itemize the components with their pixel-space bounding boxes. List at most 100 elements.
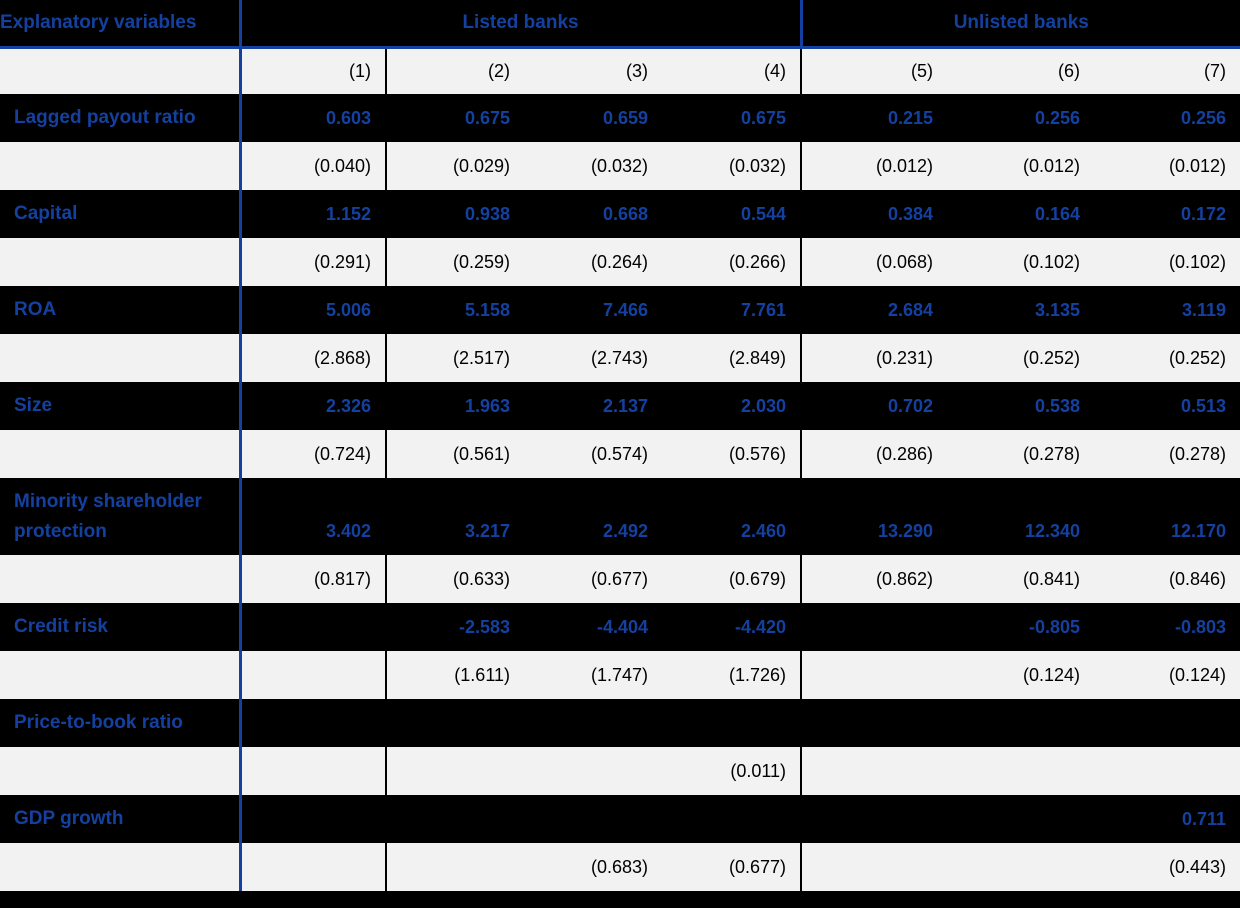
corner-cell	[0, 47, 242, 94]
variable-row: GDP growth 0.711	[0, 795, 1240, 843]
stderr-cell: (0.259)	[452, 251, 510, 272]
stderr-label-cell	[0, 142, 242, 190]
coefficient-cell: 13.290	[877, 521, 934, 541]
stderr-cell: (0.574)	[590, 443, 648, 464]
coefficient-cell: 0.172	[1181, 203, 1227, 224]
coefficient-cell: 0.256	[1034, 107, 1081, 128]
stderr-row: (0.683) (0.677) (0.443)	[0, 843, 1240, 891]
stderr-cell: (0.679)	[662, 555, 803, 603]
column-number: (4)	[662, 47, 803, 94]
coefficient-cell: 2.030	[662, 382, 803, 430]
coefficient-cell	[801, 699, 947, 747]
group-header-row: Explanatory variables Listed banks Unlis…	[0, 0, 1240, 49]
stderr-cell: (0.278)	[1169, 443, 1227, 464]
stderr-cell: (0.561)	[452, 443, 510, 464]
stderr-cell	[240, 747, 387, 795]
stderr-row: (2.868) (2.517) (2.743) (2.849) (0.231) (0.25…	[0, 334, 1240, 382]
stderr-row: (0.291) (0.259) (0.264) (0.266) (0.068) (0.10…	[0, 238, 1240, 286]
coefficient-cell: -0.803	[1175, 616, 1227, 637]
coefficient-cell: 7.761	[662, 286, 803, 334]
stderr-cell	[240, 651, 387, 699]
coefficient-cell: 12.340	[1024, 521, 1081, 541]
stderr-cell: (0.252)	[1169, 347, 1227, 368]
coefficient-cell: 0.668	[602, 203, 648, 224]
stderr-cell: (0.040)	[240, 142, 387, 190]
coefficient-cell: -4.420	[662, 603, 803, 651]
stderr-label-cell	[0, 430, 242, 478]
variable-label: Credit risk	[0, 603, 242, 651]
stderr-cell: (0.012)	[875, 155, 934, 176]
variable-row: Minority shareholder protection 3.402 3.21…	[0, 478, 1240, 555]
stderr-cell: (0.102)	[1022, 251, 1081, 272]
stderr-cell: (0.841)	[1022, 568, 1081, 589]
coefficient-cell	[662, 699, 803, 747]
coefficient-cell: -2.583	[458, 616, 510, 637]
coefficient-cell: 5.006	[240, 286, 387, 334]
column-number: (6)	[1058, 60, 1081, 81]
coefficient-cell	[801, 603, 947, 651]
stderr-cell: (0.443)	[1169, 856, 1227, 877]
stderr-row: (0.040) (0.029) (0.032) (0.032) (0.012) (0.01…	[0, 142, 1240, 190]
stderr-label-cell	[0, 238, 242, 286]
stderr-cell: (0.724)	[240, 430, 387, 478]
stderr-cell: (0.862)	[875, 568, 934, 589]
coefficient-cell: 0.938	[464, 203, 510, 224]
coefficient-cell	[386, 699, 524, 747]
stderr-cell: (1.611)	[454, 664, 510, 685]
coefficient-cell	[386, 795, 524, 843]
stderr-label-cell	[0, 334, 242, 382]
coefficient-cell	[524, 795, 662, 843]
variable-row: ROA 5.006 5.158 7.466 7.761 2.684 3.135 3.119	[0, 286, 1240, 334]
stderr-cell: (0.231)	[875, 347, 934, 368]
stderr-cell: (2.849)	[662, 334, 803, 382]
stderr-cell: (0.677)	[662, 843, 803, 891]
explanatory-variables-header: Explanatory variables	[0, 0, 242, 49]
coefficient-cell: 5.158	[464, 299, 510, 320]
coefficient-cell: 0.675	[662, 94, 803, 142]
coefficient-cell: 0.215	[887, 107, 934, 128]
coefficient-cell: 1.152	[240, 190, 387, 238]
coefficient-cell: -4.404	[596, 616, 648, 637]
coefficient-cell: 2.684	[887, 299, 934, 320]
stderr-cell: (0.252)	[1022, 347, 1081, 368]
coefficient-cell: 2.326	[240, 382, 387, 430]
stderr-cell: (2.517)	[452, 347, 510, 368]
coefficient-cell	[240, 795, 387, 843]
stderr-cell	[947, 747, 1094, 795]
stderr-cell: (0.291)	[240, 238, 387, 286]
coefficient-cell: 0.164	[1034, 203, 1081, 224]
variable-label: ROA	[0, 286, 242, 334]
coefficient-cell: 1.963	[464, 395, 510, 416]
stderr-cell	[524, 747, 662, 795]
stderr-cell: (0.124)	[1022, 664, 1081, 685]
stderr-cell: (0.032)	[662, 142, 803, 190]
coefficient-cell: -0.805	[1028, 616, 1081, 637]
stderr-cell	[240, 843, 387, 891]
coefficient-cell	[947, 699, 1094, 747]
stderr-cell: (0.576)	[662, 430, 803, 478]
coefficient-cell	[801, 795, 947, 843]
stderr-cell: (1.747)	[590, 664, 648, 685]
stderr-label-cell	[0, 651, 242, 699]
column-number: (1)	[240, 47, 387, 94]
coefficient-cell: 0.384	[887, 203, 934, 224]
listed-banks-header: Listed banks	[240, 0, 803, 49]
stderr-row: (0.724) (0.561) (0.574) (0.576) (0.286) (0.27…	[0, 430, 1240, 478]
stderr-cell: (0.012)	[1022, 155, 1081, 176]
stderr-cell: (0.102)	[1169, 251, 1227, 272]
coefficient-cell: 3.402	[240, 478, 387, 555]
variable-label: Minority shareholder protection	[0, 478, 242, 555]
variable-label: Price-to-book ratio	[0, 699, 242, 747]
coefficient-cell: 3.217	[464, 521, 510, 541]
stderr-cell	[386, 843, 524, 891]
coefficient-cell	[240, 699, 387, 747]
coefficient-cell	[947, 795, 1094, 843]
column-number: (3)	[626, 60, 648, 81]
stderr-cell: (0.068)	[875, 251, 934, 272]
stderr-cell: (0.683)	[590, 856, 648, 877]
coefficient-cell: 0.538	[1034, 395, 1081, 416]
coefficient-cell: 0.544	[662, 190, 803, 238]
stderr-cell: (0.011)	[662, 747, 803, 795]
